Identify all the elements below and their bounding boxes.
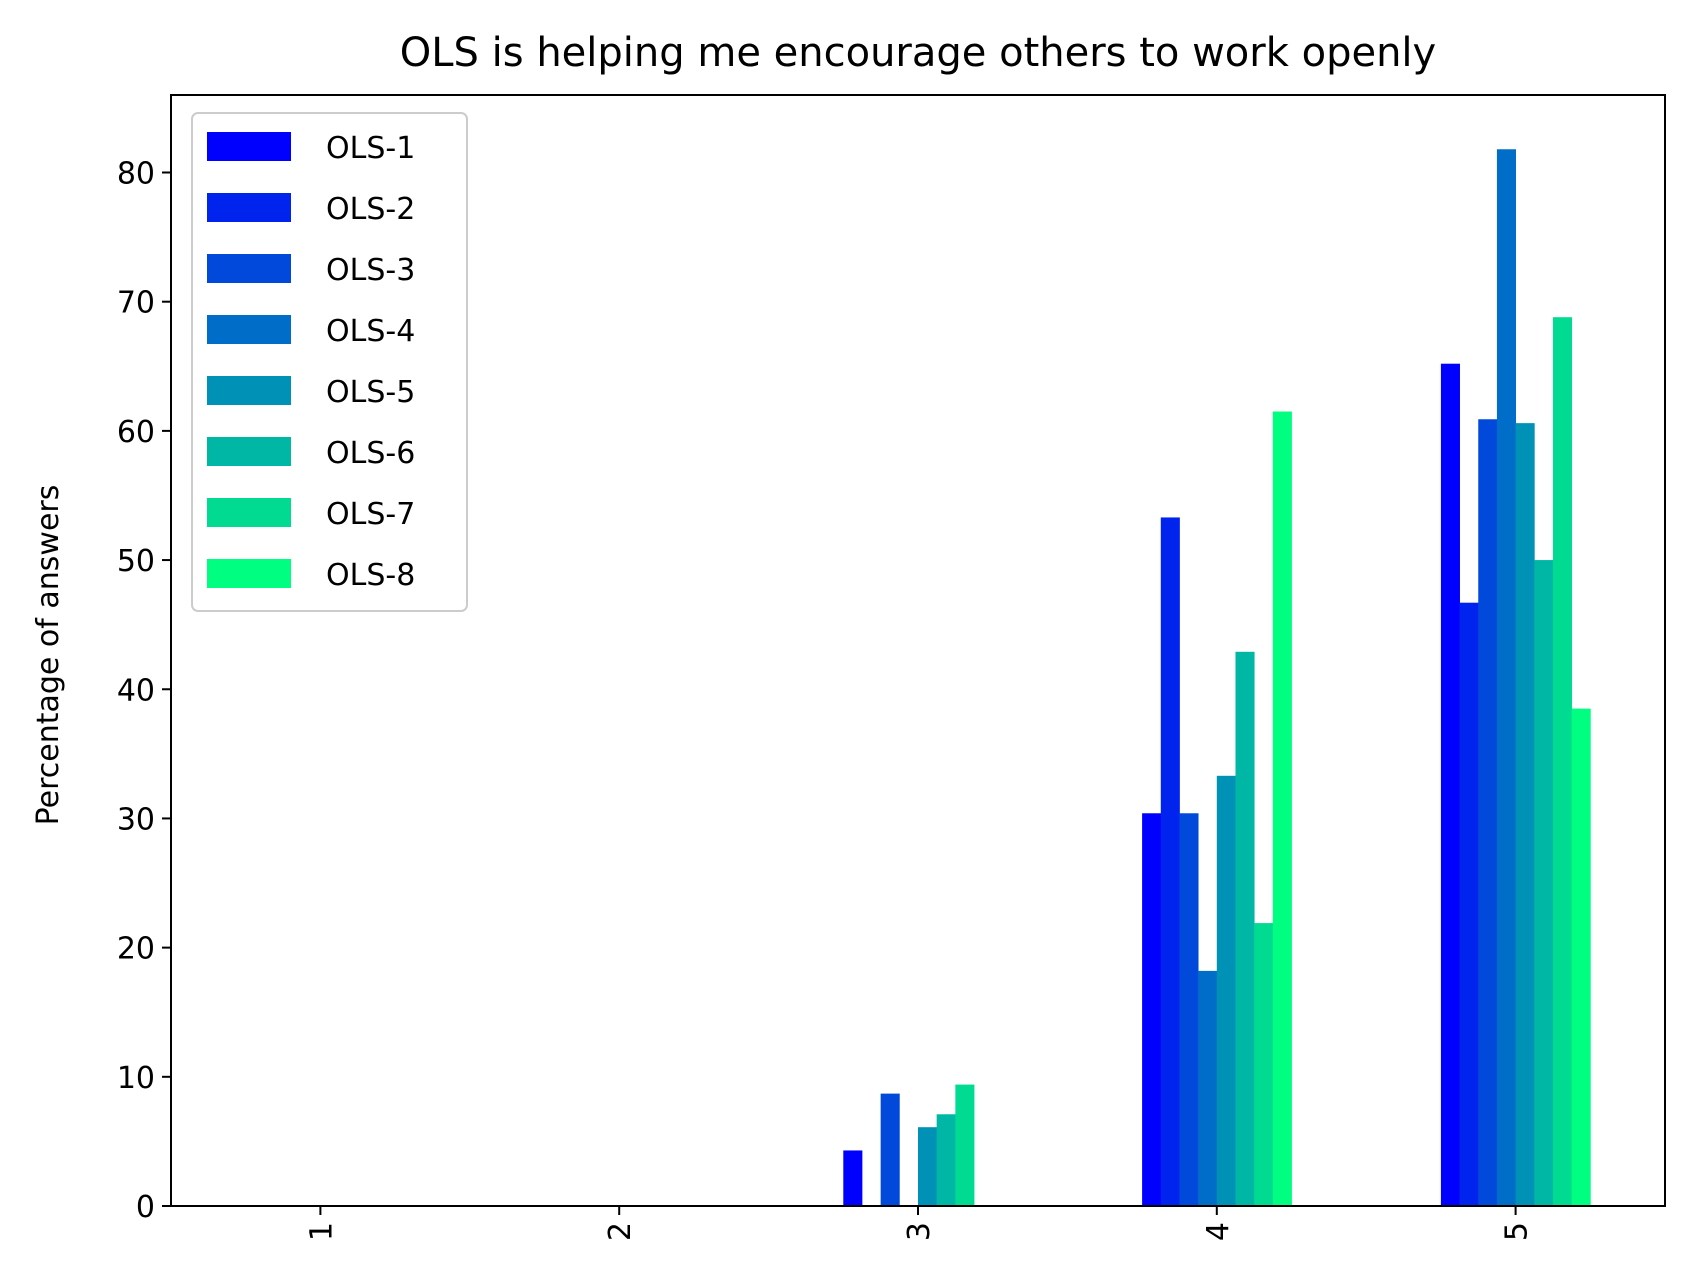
x-tick-label-4: 4 xyxy=(1201,1222,1236,1241)
bar-ols-3-cat-5 xyxy=(1478,419,1498,1206)
y-tick-label-80: 80 xyxy=(117,157,155,192)
bars-layer xyxy=(843,149,1591,1207)
legend-swatch-ols-2 xyxy=(207,193,291,222)
bar-ols-1-cat-3 xyxy=(843,1150,863,1206)
y-tick-label-60: 60 xyxy=(117,415,155,450)
y-tick-label-20: 20 xyxy=(117,932,155,967)
legend-swatch-ols-5 xyxy=(207,376,291,405)
bar-ols-5-cat-4 xyxy=(1216,775,1236,1206)
legend-label-ols-6: OLS-6 xyxy=(326,436,415,471)
bar-ols-4-cat-4 xyxy=(1198,970,1218,1206)
y-tick-label-30: 30 xyxy=(117,802,155,837)
legend-swatch-ols-3 xyxy=(207,254,291,283)
legend-label-ols-2: OLS-2 xyxy=(326,192,415,227)
x-tick-label-2: 2 xyxy=(603,1222,638,1241)
x-tick-label-1: 1 xyxy=(304,1222,339,1241)
axes-layer: 0 10 20 30 40 50 60 70 80 1 2 3 4 5 xyxy=(117,94,1666,1241)
bar-ols-7-cat-5 xyxy=(1552,317,1573,1206)
legend-label-ols-1: OLS-1 xyxy=(326,131,415,166)
legend-label-ols-7: OLS-7 xyxy=(326,497,415,532)
legend-swatch-ols-7 xyxy=(207,498,291,527)
bar-ols-6-cat-4 xyxy=(1235,651,1255,1206)
bar-ols-8-cat-4 xyxy=(1272,411,1292,1206)
legend-label-ols-5: OLS-5 xyxy=(326,375,415,410)
legend-swatch-ols-1 xyxy=(207,132,291,161)
legend-label-ols-4: OLS-4 xyxy=(326,314,415,349)
bar-ols-7-cat-3 xyxy=(955,1084,975,1206)
legend-swatch-ols-8 xyxy=(207,559,291,588)
legend-label-ols-3: OLS-3 xyxy=(326,253,415,288)
legend-box xyxy=(191,112,468,612)
y-tick-label-0: 0 xyxy=(136,1190,155,1225)
x-tick-label-5: 5 xyxy=(1500,1222,1535,1241)
y-axis-label: Percentage of answers xyxy=(31,485,66,826)
legend-swatch-ols-4 xyxy=(207,315,291,344)
bar-ols-3-cat-4 xyxy=(1179,813,1199,1206)
legend: OLS-1 OLS-2 OLS-3 OLS-4 OLS-5 OLS-6 OLS-7 OLS-8 xyxy=(191,112,468,612)
bar-ols-2-cat-4 xyxy=(1160,517,1180,1206)
bar-ols-1-cat-4 xyxy=(1142,813,1162,1206)
y-tick-label-70: 70 xyxy=(117,286,155,321)
bar-ols-6-cat-5 xyxy=(1534,560,1554,1206)
x-tick-label-3: 3 xyxy=(902,1222,937,1241)
y-tick-label-10: 10 xyxy=(117,1061,155,1096)
bar-ols-7-cat-4 xyxy=(1254,923,1274,1206)
bar-ols-6-cat-3 xyxy=(936,1114,956,1206)
bar-ols-4-cat-5 xyxy=(1496,149,1516,1206)
bar-ols-1-cat-5 xyxy=(1440,363,1460,1207)
chart-title: OLS is helping me encourage others to wo… xyxy=(400,30,1436,76)
bar-ols-8-cat-5 xyxy=(1571,708,1591,1206)
bar-ols-5-cat-3 xyxy=(918,1127,938,1206)
legend-label-ols-8: OLS-8 xyxy=(326,558,415,593)
y-tick-label-50: 50 xyxy=(117,544,155,579)
y-tick-label-40: 40 xyxy=(117,673,155,708)
legend-swatch-ols-6 xyxy=(207,437,291,466)
bar-ols-5-cat-5 xyxy=(1515,423,1535,1206)
bar-ols-2-cat-5 xyxy=(1459,602,1479,1206)
bar-ols-3-cat-3 xyxy=(880,1093,900,1206)
